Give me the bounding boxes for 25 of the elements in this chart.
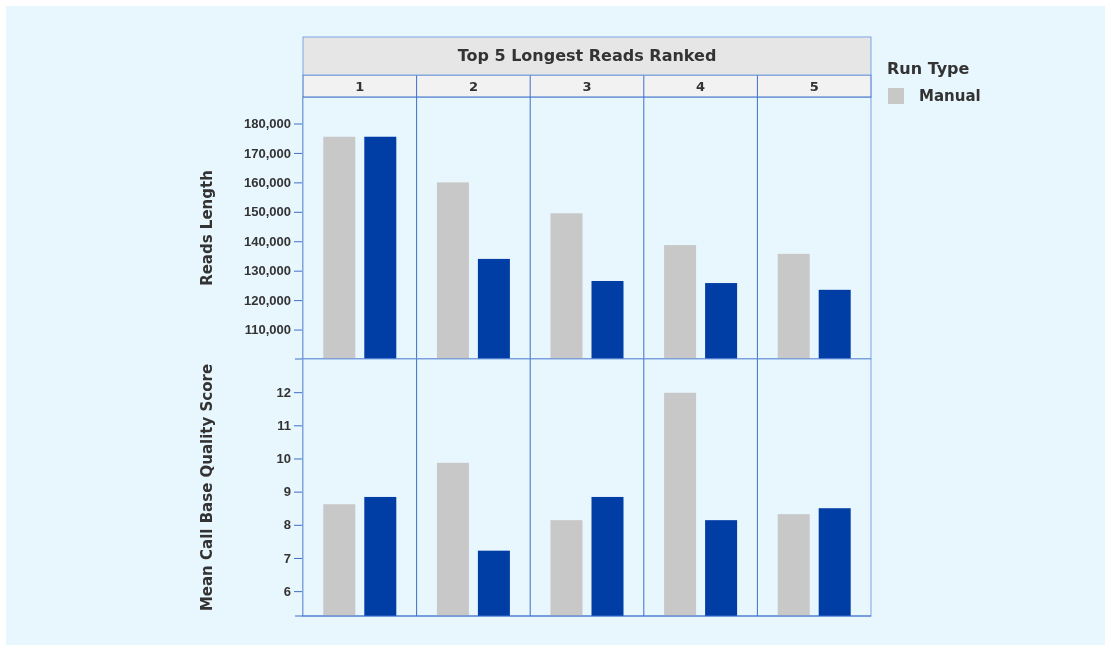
y-tick-label: 110,000 bbox=[244, 322, 291, 338]
y-tick-label: 6 bbox=[283, 583, 291, 599]
y-tick-label: 150,000 bbox=[244, 204, 291, 220]
chart-title: Top 5 Longest Reads Ranked bbox=[457, 46, 717, 65]
y-tick-label: 170,000 bbox=[244, 145, 291, 161]
y-tick-label: 10 bbox=[276, 451, 291, 467]
y-tick-label: 180,000 bbox=[244, 116, 291, 132]
y-tick-label: 160,000 bbox=[244, 175, 291, 191]
y-tick-label: 9 bbox=[283, 484, 291, 500]
y-tick-label: 140,000 bbox=[244, 233, 291, 249]
y-tick-label: 120,000 bbox=[244, 292, 291, 308]
y-tick-label: 8 bbox=[283, 517, 291, 533]
y-tick-label: 12 bbox=[276, 384, 291, 400]
x-tick-label: 2 bbox=[468, 79, 478, 94]
x-tick-label: 4 bbox=[696, 79, 706, 94]
y-axis-title: Reads Length bbox=[198, 170, 216, 286]
x-tick-label: 3 bbox=[582, 79, 592, 94]
x-tick-label: 1 bbox=[355, 79, 365, 94]
legend-label: Manual bbox=[919, 87, 981, 105]
y-tick-label: 7 bbox=[283, 550, 291, 566]
legend-title: Run Type bbox=[887, 59, 970, 78]
y-axis-title: Mean Call Base Quality Score bbox=[198, 363, 216, 612]
y-tick-label: 130,000 bbox=[244, 263, 291, 279]
y-tick-label: 11 bbox=[277, 417, 291, 433]
x-tick-label: 5 bbox=[809, 79, 819, 94]
